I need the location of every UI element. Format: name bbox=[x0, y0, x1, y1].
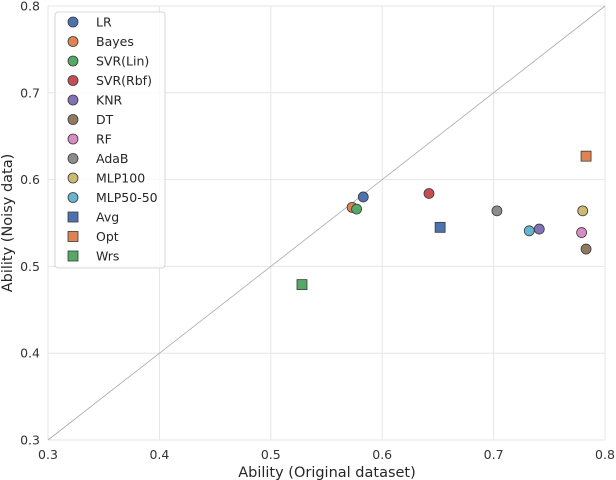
point-mlp100 bbox=[577, 205, 589, 217]
legend-marker-opt bbox=[67, 231, 79, 242]
diagonal-reference-line bbox=[47, 5, 606, 441]
legend-label: RF bbox=[96, 132, 112, 147]
point-rf bbox=[576, 227, 588, 238]
legend-label: Wrs bbox=[96, 249, 119, 264]
legend-label: LR bbox=[96, 15, 112, 30]
legend-marker-svr-lin bbox=[67, 55, 79, 67]
x-tick-label: 0.3 bbox=[38, 447, 58, 462]
y-tick-label: 0.7 bbox=[20, 85, 40, 100]
y-tick-labels: 0.3 0.4 0.5 0.6 0.7 0.8 bbox=[20, 0, 40, 448]
legend-box bbox=[54, 11, 166, 269]
y-tick-label: 0.4 bbox=[20, 346, 40, 361]
point-knr bbox=[533, 223, 545, 235]
point-avg bbox=[434, 221, 446, 233]
legend-marker-rf bbox=[67, 133, 79, 145]
legend-label: Bayes bbox=[96, 34, 134, 49]
legend-marker-adab bbox=[67, 153, 79, 164]
x-axis-label: Ability (Original dataset) bbox=[238, 465, 416, 480]
y-axis-label: Ability (Noisy data) bbox=[0, 154, 16, 293]
point-mlp50-50 bbox=[523, 225, 535, 237]
legend-marker-bayes bbox=[67, 36, 79, 47]
legend-label: MLP100 bbox=[96, 171, 145, 186]
legend-marker-lr bbox=[67, 16, 79, 28]
y-tick-label: 0.3 bbox=[20, 433, 40, 448]
y-tick-label: 0.8 bbox=[20, 0, 40, 14]
point-dt bbox=[580, 243, 592, 255]
legend-marker-knr bbox=[67, 94, 79, 106]
legend-marker-dt bbox=[67, 114, 79, 125]
point-wrs bbox=[296, 279, 308, 291]
legend-label: Opt bbox=[96, 229, 119, 244]
legend-marker-mlp50-50 bbox=[67, 192, 79, 203]
legend-label: AdaB bbox=[96, 151, 129, 166]
legend-label: SVR(Rbf) bbox=[96, 73, 152, 88]
legend-marker-svr-rbf bbox=[67, 75, 79, 86]
x-tick-label: 0.4 bbox=[149, 447, 169, 462]
y-tick-label: 0.6 bbox=[20, 172, 40, 187]
point-opt bbox=[580, 150, 592, 162]
legend-label: MLP50-50 bbox=[96, 190, 158, 205]
x-tick-label: 0.7 bbox=[484, 447, 504, 462]
legend-label: Avg bbox=[96, 210, 119, 225]
legend-label: SVR(Lin) bbox=[96, 54, 149, 69]
legend-marker-avg bbox=[67, 211, 79, 223]
y-tick-label: 0.5 bbox=[20, 259, 40, 274]
point-adab bbox=[491, 205, 503, 217]
x-tick-labels: 0.3 0.4 0.5 0.6 0.7 0.8 bbox=[38, 447, 615, 462]
legend-label: DT bbox=[96, 112, 114, 127]
legend-label: KNR bbox=[96, 93, 123, 108]
x-tick-label: 0.8 bbox=[595, 447, 615, 462]
point-svr-rbf bbox=[423, 188, 435, 199]
legend-marker-mlp100 bbox=[67, 172, 79, 184]
legend: LR Bayes SVR(Lin) SVR(Rbf) KNR DT RF AdaB MLP1… bbox=[54, 11, 166, 269]
legend-marker-wrs bbox=[67, 250, 79, 262]
data-points bbox=[296, 150, 592, 291]
point-svr-lin bbox=[351, 203, 362, 215]
x-tick-label: 0.5 bbox=[261, 447, 281, 462]
point-lr bbox=[357, 191, 369, 203]
x-tick-label: 0.6 bbox=[372, 447, 392, 462]
